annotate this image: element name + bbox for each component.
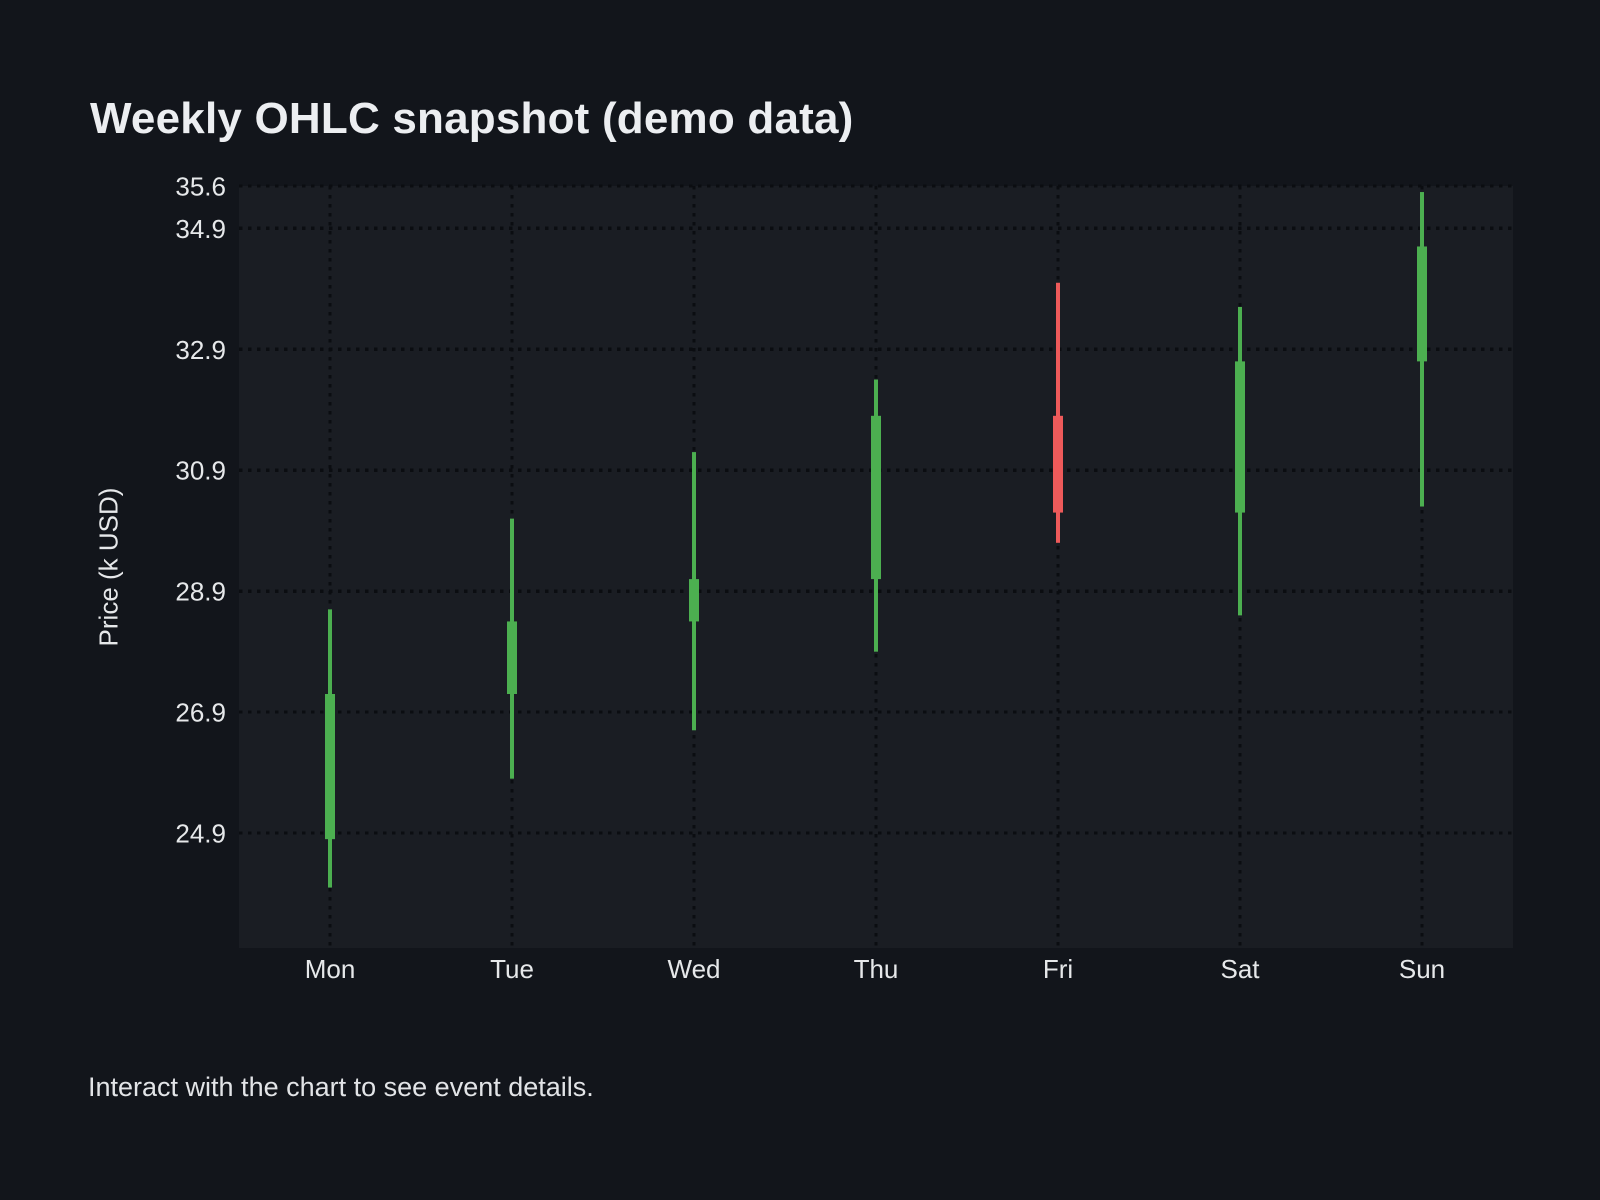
x-tick-label: Mon (305, 954, 356, 984)
y-tick-label: 32.9 (175, 335, 226, 365)
candle-body (689, 579, 699, 622)
candle-wed[interactable] (689, 452, 699, 731)
candle-wick (1056, 282, 1060, 543)
x-tick-label: Tue (490, 954, 534, 984)
y-tick-label: 26.9 (175, 698, 226, 728)
candle-body (871, 415, 881, 580)
y-tick-label: 28.9 (175, 577, 226, 607)
footer-hint: Interact with the chart to see event det… (88, 1072, 594, 1102)
x-tick-label: Wed (668, 954, 721, 984)
x-tick-label: Sat (1220, 954, 1260, 984)
x-tick-label: Fri (1043, 954, 1073, 984)
candle-body (1235, 361, 1245, 513)
candle-body (507, 621, 517, 694)
candle-fri[interactable] (1053, 282, 1063, 543)
y-tick-label: 34.9 (175, 214, 226, 244)
candle-body (1053, 415, 1063, 513)
x-tick-label: Sun (1399, 954, 1445, 984)
y-tick-label: 30.9 (175, 456, 226, 486)
candle-sat[interactable] (1235, 306, 1245, 616)
candle-body (325, 694, 335, 840)
candle-sun[interactable] (1417, 192, 1427, 507)
x-tick-label: Thu (854, 954, 899, 984)
candle-mon[interactable] (325, 609, 335, 888)
y-tick-label: 24.9 (175, 819, 226, 849)
candle-tue[interactable] (507, 518, 517, 779)
candle-thu[interactable] (871, 379, 881, 652)
y-tick-label: 35.6 (175, 172, 226, 202)
candle-body (1417, 246, 1427, 362)
chart-title: Weekly OHLC snapshot (demo data) (90, 94, 854, 143)
